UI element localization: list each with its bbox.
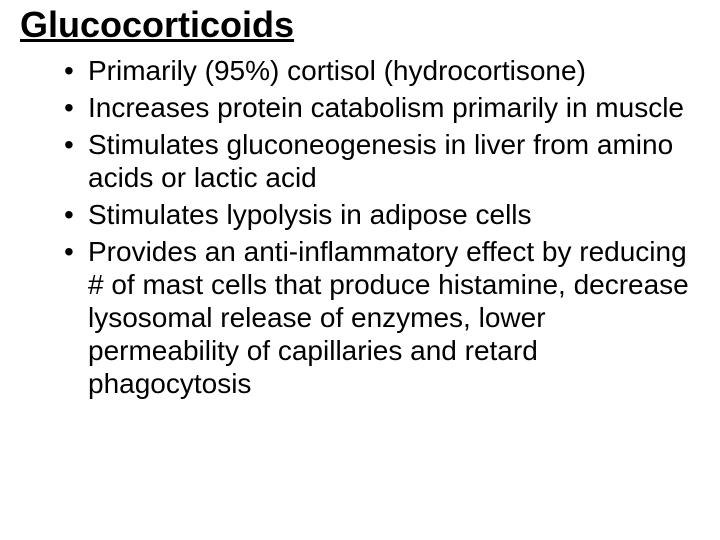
list-item: Provides an anti-inflammatory effect by … <box>64 235 700 400</box>
list-item: Stimulates gluconeogenesis in liver from… <box>64 128 700 194</box>
list-item: Increases protein catabolism primarily i… <box>64 91 700 124</box>
list-item: Stimulates lypolysis in adipose cells <box>64 198 700 231</box>
slide-title: Glucocorticoids <box>20 4 700 46</box>
list-item: Primarily (95%) cortisol (hydrocortisone… <box>64 54 700 87</box>
slide: Glucocorticoids Primarily (95%) cortisol… <box>0 0 720 540</box>
bullet-list: Primarily (95%) cortisol (hydrocortisone… <box>20 54 700 400</box>
